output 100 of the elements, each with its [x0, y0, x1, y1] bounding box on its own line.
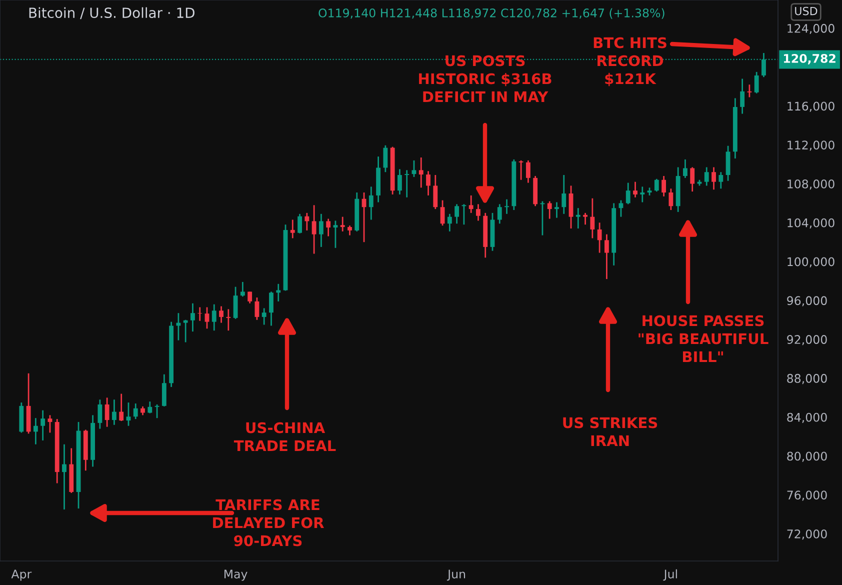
- x-tick-label: Jul: [663, 569, 677, 581]
- candlestick: [718, 171, 724, 190]
- x-tick-label: May: [224, 570, 248, 581]
- annotation: TARIFFS ARE DELAYED FOR 90-DAYS: [213, 499, 324, 546]
- candlestick: [276, 283, 281, 302]
- candlestick: [248, 290, 252, 304]
- candlestick: [397, 168, 402, 196]
- x-tick-label: Apr: [11, 570, 32, 581]
- x-tick-label: Jun: [446, 570, 466, 581]
- candlestick: [690, 166, 695, 192]
- candlestick: [590, 198, 595, 239]
- candlestick: [333, 220, 338, 249]
- annotation: US-CHINA TRADE DEAL: [234, 422, 336, 452]
- annotation: US STRIKES IRAN: [563, 417, 658, 446]
- annotation: HOUSE PASSES "BIG BEAUTIFUL BILL": [638, 315, 768, 362]
- candlestick: [562, 174, 566, 215]
- candlestick: [462, 203, 466, 226]
- candlestick: [383, 144, 388, 173]
- candlestick: [704, 166, 709, 186]
- candlestick: [148, 400, 152, 414]
- y-tick-label: 72,000: [787, 530, 827, 540]
- candlestick: [447, 213, 452, 232]
- y-tick-label: 124,000: [788, 24, 834, 34]
- candlestick: [40, 410, 46, 442]
- candlestick: [712, 166, 716, 190]
- candlestick: [662, 175, 666, 198]
- candlestick: [526, 160, 530, 184]
- y-tick-label: 96,000: [787, 296, 827, 306]
- candlestick: [62, 444, 66, 510]
- candlestick: [304, 212, 310, 232]
- y-tick-label: 88,000: [787, 374, 827, 384]
- candlestick: [112, 398, 116, 426]
- ref-line-label: 120,782: [784, 54, 836, 64]
- candlestick: [683, 158, 688, 179]
- candlestick: [290, 219, 295, 239]
- candlestick: [504, 198, 509, 215]
- chart-title: Bitcoin / U.S. Dollar · 1D: [29, 7, 194, 20]
- y-tick-label: 92,000: [787, 335, 827, 346]
- candlestick: [48, 414, 52, 434]
- candlestick: [554, 202, 559, 218]
- candlestick: [583, 212, 588, 226]
- y-tick-label: 84,000: [787, 412, 827, 423]
- candlestick: [226, 308, 231, 332]
- candlestick: [626, 182, 630, 205]
- candlestick: [212, 304, 216, 332]
- candlestick: [418, 156, 424, 188]
- candlestick: [98, 398, 102, 430]
- candlestick: [440, 200, 445, 226]
- candlestick: [298, 213, 302, 234]
- text: USD: [795, 6, 818, 16]
- candlestick: [476, 203, 480, 222]
- candlestick: [454, 203, 460, 224]
- y-tick-label: 80,000: [787, 452, 827, 462]
- candlestick: [547, 200, 552, 220]
- candlestick: [740, 78, 745, 114]
- candlestick: [183, 319, 188, 343]
- annotation: US POSTS HISTORIC $316B DEFICIT IN MAY: [419, 55, 552, 102]
- candlestick: [668, 188, 674, 211]
- candlestick: [640, 186, 645, 203]
- y-tick-label: 100,000: [788, 257, 834, 268]
- candlestick: [219, 306, 224, 324]
- candlestick: [126, 402, 131, 427]
- candlestick: [404, 169, 410, 198]
- candlestick: [754, 71, 759, 94]
- candlestick: [576, 207, 580, 230]
- candlestick: [747, 84, 752, 98]
- candlestick: [368, 186, 374, 220]
- y-tick-label: 104,000: [788, 218, 834, 229]
- candlestick: [119, 393, 124, 422]
- candlestick: [340, 216, 345, 232]
- candlestick: [204, 306, 210, 330]
- annotation: BTC HITS RECORD $121K: [594, 37, 666, 86]
- candlestick: [618, 200, 624, 218]
- candlestick: [162, 374, 166, 408]
- candlestick: [568, 185, 574, 230]
- candlestick: [597, 222, 602, 254]
- candlestick: [198, 306, 202, 322]
- candlestick: [518, 160, 524, 181]
- candlestick: [254, 296, 260, 321]
- candlestick: [326, 218, 331, 237]
- y-tick-label: 108,000: [788, 179, 834, 190]
- candlestick: [318, 213, 324, 248]
- y-tick-label: 76,000: [787, 490, 827, 501]
- candlestick: [348, 224, 352, 236]
- candlestick: [497, 203, 502, 224]
- candlestick: [468, 194, 474, 214]
- candlestick: [426, 170, 430, 196]
- candlestick: [726, 145, 730, 182]
- candlestick: [33, 417, 38, 446]
- candlestick: [190, 302, 195, 332]
- candlestick: [133, 402, 138, 420]
- candlestick: [412, 160, 416, 178]
- y-tick-label: 116,000: [788, 102, 834, 112]
- y-tick-label: 112,000: [788, 140, 834, 151]
- candlestick: [433, 174, 438, 210]
- candlestick: [269, 290, 274, 326]
- candlestick: [262, 308, 266, 326]
- candlestick: [240, 281, 245, 298]
- candlestick: [540, 200, 545, 236]
- text: O119,140 H121,448 L118,972 C120,782 +1,647 (+1.38%): [318, 8, 664, 19]
